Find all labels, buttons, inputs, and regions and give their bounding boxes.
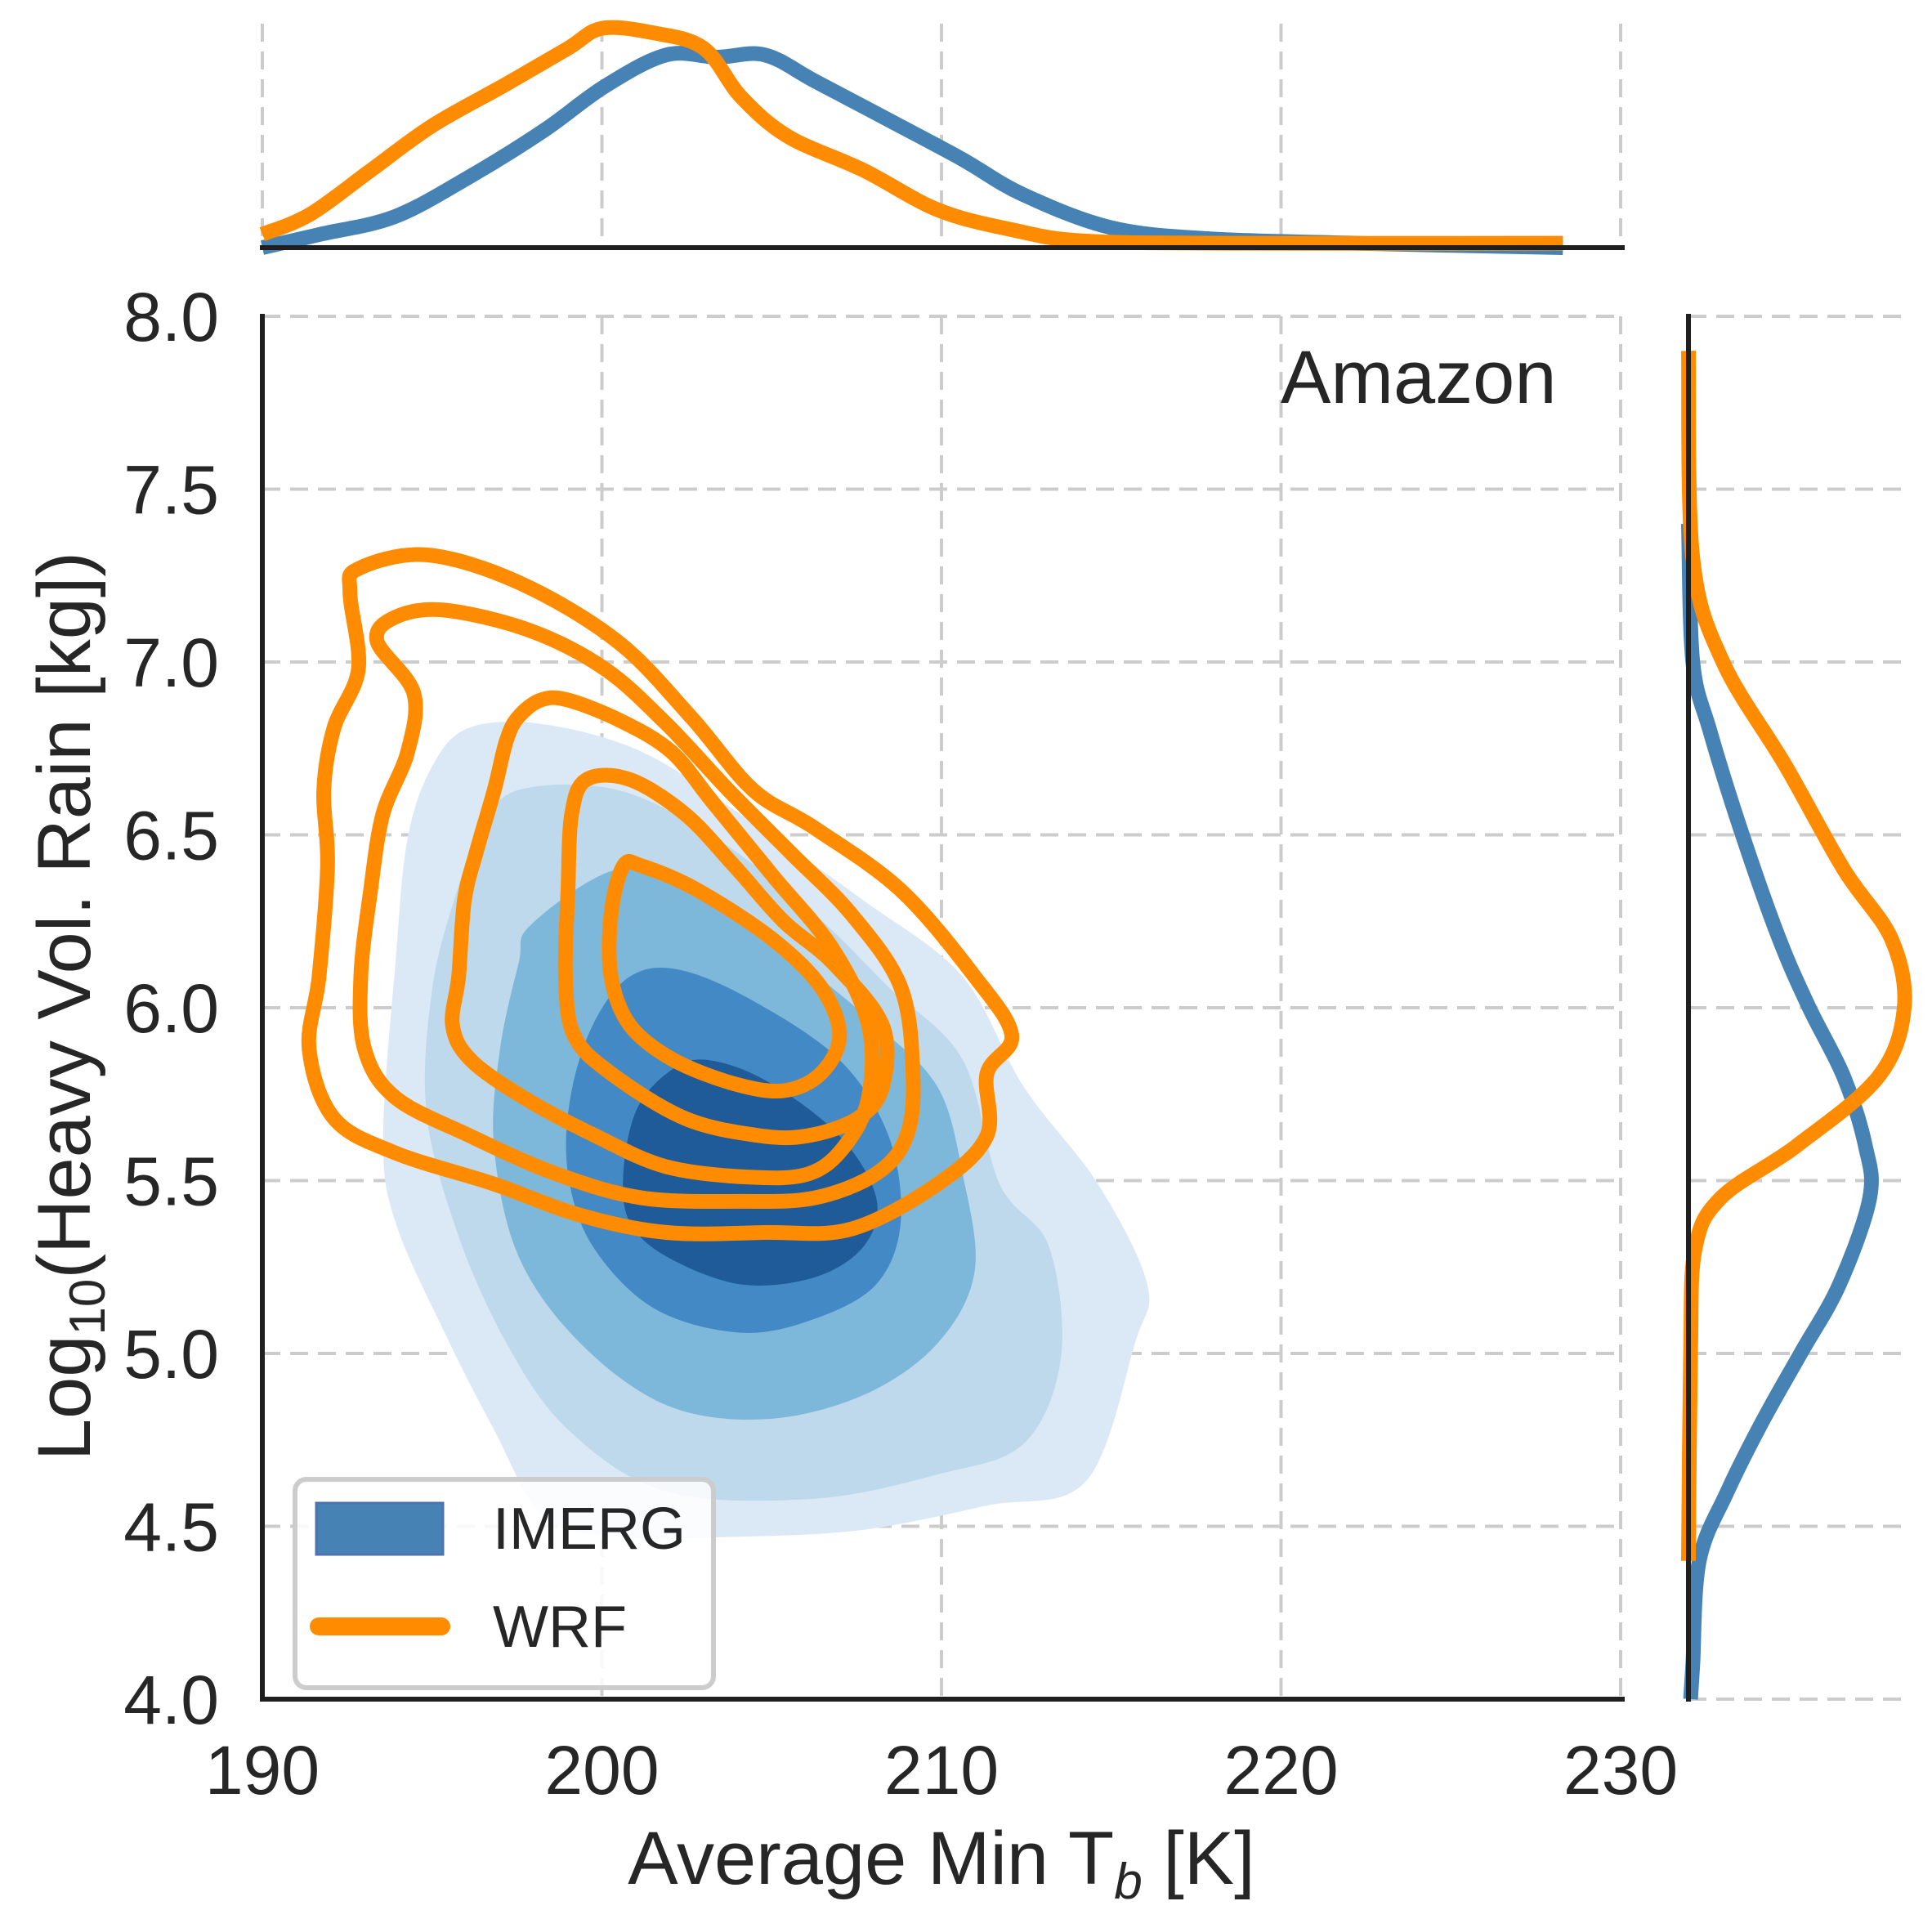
x-axis-title-unit: [K] [1143, 1817, 1255, 1900]
top-marginal-grid [261, 24, 1622, 248]
x-tick-label: 220 [1223, 1732, 1338, 1809]
right-marginal-imerg-curve [1681, 523, 1879, 1700]
wrf-contour-level-3 [445, 690, 880, 1186]
y-axis-title: Log10(Heavy Vol. Rain [kg]) [23, 552, 116, 1461]
top-marginal-curves [259, 20, 1563, 255]
x-axis-title-main: Average Min T [628, 1817, 1114, 1900]
y-axis-title-main: Log [23, 1335, 106, 1461]
wrf-contour-level-5 [602, 853, 847, 1099]
y-tick-label: 7.5 [123, 452, 219, 529]
right-marginal-wrf-curve [1681, 351, 1912, 1561]
region-annotation: Amazon [1281, 336, 1557, 419]
x-tick-label: 210 [884, 1732, 999, 1809]
top-marginal-imerg-curve [260, 46, 1563, 255]
top-marginal-wrf-curve [259, 20, 1563, 251]
main-spines [260, 314, 1625, 1702]
wrf-contour-level-4 [557, 767, 895, 1146]
x-tick-label: 190 [205, 1732, 320, 1809]
right-marginal-curves [1681, 351, 1912, 1700]
y-tick-label: 6.5 [123, 798, 219, 875]
legend-wrf-label: WRF [493, 1595, 627, 1660]
x-axis-title-subscript: b [1114, 1854, 1142, 1910]
y-tick-label: 5.0 [123, 1316, 219, 1393]
y-tick-label: 6.0 [123, 970, 219, 1047]
legend: IMERG WRF [293, 1477, 716, 1690]
y-axis-title-subscript: 10 [60, 1279, 116, 1335]
y-tick-labels: 4.0 4.5 5.0 5.5 6.0 6.5 7.0 7.5 8.0 [123, 279, 219, 1738]
y-tick-label: 4.5 [123, 1489, 219, 1566]
y-tick-label: 5.5 [123, 1143, 219, 1220]
wrf-contour-level-2 [352, 602, 921, 1210]
x-axis-title: Average Min Tb [K] [628, 1817, 1254, 1910]
x-tick-label: 200 [544, 1732, 659, 1809]
x-tick-labels: 190 200 210 220 230 [205, 1732, 1678, 1809]
legend-imerg-label: IMERG [493, 1496, 686, 1562]
y-tick-label: 4.0 [123, 1662, 219, 1738]
y-tick-label: 7.0 [123, 624, 219, 701]
wrf-line-contours [301, 547, 1020, 1241]
y-tick-label: 8.0 [123, 279, 219, 356]
x-tick-label: 230 [1563, 1732, 1678, 1809]
legend-imerg-swatch [315, 1501, 445, 1556]
wrf-contour-level-1 [301, 547, 1020, 1241]
y-axis-title-rest: (Heavy Vol. Rain [kg]) [23, 552, 106, 1279]
